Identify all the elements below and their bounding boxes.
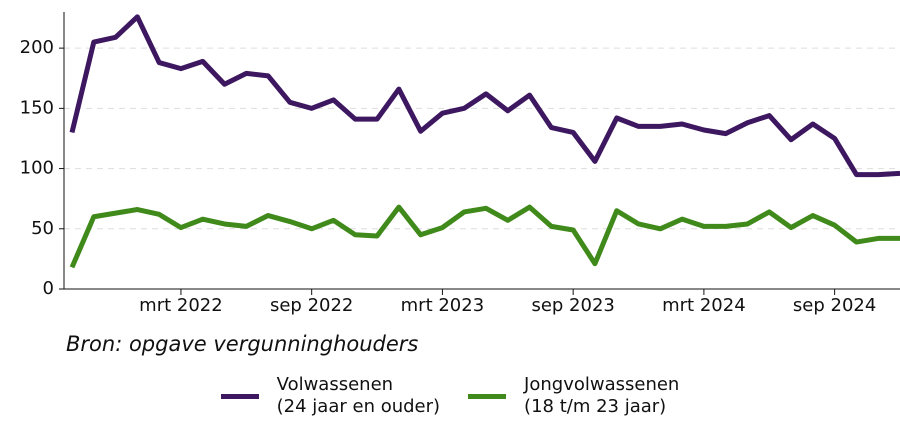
y-tick-label: 100	[20, 158, 54, 179]
legend-label: Jongvolwassenen (18 t/m 23 jaar)	[524, 374, 680, 417]
chart: 0 50 100 150 200 mrt 2022 sep 2022 mrt 2023 sep …	[20, 12, 900, 316]
x-tick-label: sep 2024	[793, 295, 876, 316]
legend-item: Volwassenen (24 jaar en ouder)	[220, 374, 441, 418]
x-tick-label: mrt 2022	[139, 295, 223, 316]
line	[69, 14, 900, 178]
x-tick-label: mrt 2023	[401, 295, 485, 316]
legend-swatch	[468, 393, 507, 399]
legend: Volwassenen (24 jaar en ouder) Jongvolwas…	[0, 374, 900, 418]
legend-swatch	[220, 393, 259, 399]
x-tick-label: sep 2023	[531, 295, 614, 316]
y-tick-label: 50	[31, 218, 54, 239]
legend-label: Volwassenen (24 jaar en ouder)	[276, 374, 441, 417]
y-tick-label: 0	[43, 278, 54, 299]
y-tick-label: 200	[20, 37, 54, 58]
y-tick-label: 150	[20, 97, 54, 118]
x-tick-label: sep 2022	[270, 295, 353, 316]
x-tick-label: mrt 2024	[662, 295, 746, 316]
source: Bron: opgave vergunninghouders	[66, 332, 419, 356]
legend-item: Jongvolwassenen (18 t/m 23 jaar)	[468, 374, 679, 418]
line	[69, 204, 900, 269]
